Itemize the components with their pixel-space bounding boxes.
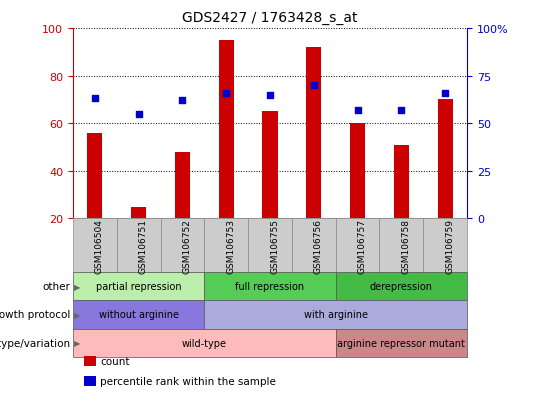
- Text: ▶: ▶: [74, 282, 80, 291]
- Text: partial repression: partial repression: [96, 282, 181, 292]
- Point: [309, 83, 318, 89]
- Text: full repression: full repression: [235, 282, 305, 292]
- Text: GSM106757: GSM106757: [357, 218, 367, 273]
- Bar: [131, 207, 146, 219]
- Text: wild-type: wild-type: [182, 338, 227, 348]
- Text: arginine repressor mutant: arginine repressor mutant: [338, 338, 465, 348]
- Text: with arginine: with arginine: [303, 310, 368, 320]
- Text: GSM106758: GSM106758: [401, 218, 410, 273]
- Text: genotype/variation: genotype/variation: [0, 338, 70, 348]
- Point: [397, 107, 406, 114]
- Text: other: other: [42, 282, 70, 292]
- Text: count: count: [100, 356, 130, 366]
- Point: [222, 90, 231, 97]
- Point: [91, 96, 99, 102]
- Text: GSM106504: GSM106504: [95, 218, 104, 273]
- Text: GSM106756: GSM106756: [314, 218, 323, 273]
- Point: [353, 107, 362, 114]
- Text: without arginine: without arginine: [99, 310, 179, 320]
- Point: [266, 92, 274, 99]
- Bar: [219, 41, 234, 219]
- Point: [441, 90, 449, 97]
- Point: [134, 111, 143, 118]
- Text: derepression: derepression: [370, 282, 433, 292]
- Bar: [350, 124, 365, 219]
- Bar: [306, 48, 321, 219]
- Text: ▶: ▶: [74, 310, 80, 319]
- Text: GSM106755: GSM106755: [270, 218, 279, 273]
- Bar: [394, 145, 409, 219]
- Bar: [87, 133, 103, 219]
- Bar: [437, 100, 453, 219]
- Text: ▶: ▶: [74, 338, 80, 347]
- Text: GSM106753: GSM106753: [226, 218, 235, 273]
- Text: GSM106751: GSM106751: [139, 218, 147, 273]
- Text: GSM106759: GSM106759: [445, 218, 454, 273]
- Text: GSM106752: GSM106752: [183, 218, 191, 273]
- Bar: [262, 112, 278, 219]
- Point: [178, 98, 187, 104]
- Text: percentile rank within the sample: percentile rank within the sample: [100, 376, 276, 386]
- Bar: [175, 152, 190, 219]
- Title: GDS2427 / 1763428_s_at: GDS2427 / 1763428_s_at: [183, 11, 357, 25]
- Text: growth protocol: growth protocol: [0, 310, 70, 320]
